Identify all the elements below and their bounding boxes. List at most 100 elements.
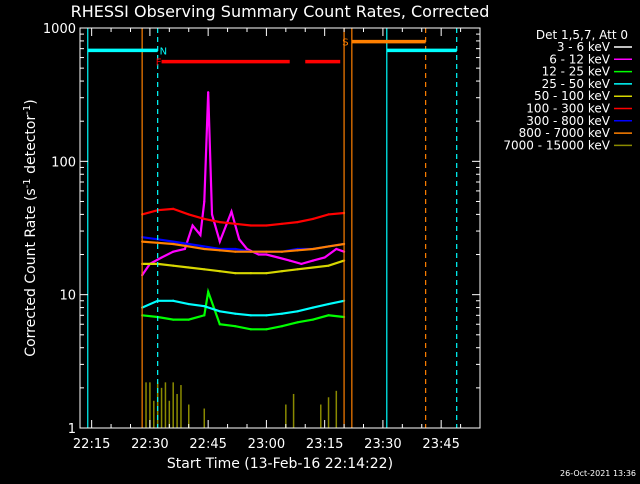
data-point-3-6-kev (304, 170, 307, 173)
data-point-25-50-kev (296, 310, 299, 313)
data-point-3-6-kev (269, 171, 272, 174)
data-point-25-50-kev (203, 305, 206, 308)
data-point-12-25-kev (187, 318, 190, 321)
chart-title: RHESSI Observing Summary Count Rates, Co… (71, 2, 490, 21)
data-point-3-6-kev (199, 154, 202, 157)
legend-label: 3 - 6 keV (557, 40, 611, 54)
orbit-bar-label: S (342, 38, 348, 49)
data-point-6-12-kev (323, 256, 326, 259)
legend-label: 100 - 300 keV (526, 102, 610, 116)
x-axis-label: Start Time (13-Feb-16 22:14:22) (167, 456, 393, 472)
data-point-800-7000-kev (187, 245, 190, 248)
data-point-3-6-kev (214, 166, 218, 169)
data-point-50-100-kev (187, 266, 190, 269)
data-point-25-50-kev (327, 302, 330, 306)
y-axis-label: Corrected Count Rate (s-1 detector-1) (22, 99, 39, 356)
data-point-25-50-kev (187, 302, 190, 306)
orbit-bar-label: N (160, 46, 167, 57)
data-point-6-12-kev (203, 200, 206, 203)
timestamp: 26-Oct-2021 13:36 (560, 469, 636, 478)
data-point-50-100-kev (280, 270, 284, 273)
data-point-12-25-kev (327, 314, 330, 317)
data-point-12-25-kev (311, 318, 315, 321)
data-point-100-300-kev (187, 213, 190, 216)
series-line-100-300-kev (141, 207, 345, 227)
x-tick-label: 23:15 (306, 437, 343, 452)
data-point-3-6-kev (335, 169, 338, 172)
data-point-100-300-kev (327, 213, 330, 216)
data-point-6-12-kev (191, 224, 194, 227)
data-point-800-7000-kev (311, 247, 315, 251)
y-tick-label: 100 (51, 155, 76, 170)
y-tick-label: 10 (59, 289, 76, 304)
data-point-100-300-kev (234, 222, 237, 225)
data-point-50-100-kev (172, 264, 175, 267)
legend-label: 50 - 100 keV (534, 89, 611, 103)
data-point-6-12-kev (276, 256, 280, 259)
y-axis-label-main: Corrected Count Rate (s (23, 188, 39, 356)
x-tick-label: 22:45 (189, 437, 226, 452)
y-tick-label: 1000 (43, 22, 76, 37)
data-point-6-12-kev (160, 256, 163, 259)
data-point-6-12-kev (230, 210, 233, 213)
data-point-12-25-kev (249, 328, 252, 331)
data-point-100-300-kev (203, 217, 206, 221)
y-axis-label-mid: detector (23, 115, 39, 179)
data-point-12-25-kev (296, 321, 299, 324)
data-point-100-300-kev (265, 224, 268, 227)
data-point-6-12-kev (245, 247, 249, 251)
data-point-800-7000-kev (280, 250, 284, 253)
data-point-25-50-kev (234, 312, 237, 315)
y-axis-label-sup1: -1 (22, 178, 33, 188)
data-point-800-7000-kev (265, 250, 268, 253)
data-point-6-12-kev (335, 247, 338, 251)
data-point-25-50-kev (265, 314, 268, 317)
legend-label: 7000 - 15000 keV (503, 138, 610, 152)
data-point-300-800-kev (203, 245, 206, 248)
data-point-12-25-kev (234, 325, 237, 328)
data-point-100-300-kev (249, 224, 252, 227)
data-point-12-25-kev (218, 323, 221, 326)
data-point-300-800-kev (234, 247, 237, 251)
data-point-50-100-kev (249, 272, 252, 275)
data-point-50-100-kev (218, 270, 221, 273)
data-point-3-6-kev (168, 163, 171, 166)
data-point-300-800-kev (172, 240, 175, 243)
axis-layer: 22:15 22:30 22:45 23:00 23:15 23:30 23:45 1 10 10… (43, 22, 481, 452)
data-point-3-6-kev (179, 160, 183, 163)
legend-label: 800 - 7000 keV (519, 126, 611, 140)
data-point-6-12-kev (265, 253, 268, 256)
x-tick-label: 23:00 (248, 437, 285, 452)
data-point-3-6-kev (226, 165, 229, 168)
data-point-25-50-kev (218, 310, 221, 313)
data-point-800-7000-kev (249, 250, 252, 253)
data-point-100-300-kev (280, 222, 284, 225)
data-point-12-25-kev (265, 328, 268, 331)
data-point-6-12-kev (210, 213, 214, 216)
data-point-6-12-kev (288, 259, 291, 262)
legend-header: Det 1,5,7, Att 0 (536, 28, 628, 42)
data-point-6-12-kev (183, 247, 186, 251)
x-tick-label: 23:45 (422, 437, 459, 452)
series-layer (141, 91, 346, 428)
data-point-6-12-kev (257, 253, 260, 256)
data-point-3-6-kev (245, 163, 249, 166)
legend-label: 6 - 12 keV (549, 52, 611, 66)
data-point-800-7000-kev (218, 249, 221, 252)
data-point-3-6-kev (280, 174, 284, 177)
data-point-800-7000-kev (234, 250, 237, 253)
data-point-12-25-kev (207, 290, 210, 293)
data-point-100-300-kev (218, 221, 221, 224)
data-point-12-25-kev (172, 318, 175, 321)
y-axis-label-sup2: -1 (22, 105, 33, 115)
series-line-50-100-kev (142, 259, 345, 275)
data-point-25-50-kev (311, 306, 315, 309)
data-point-6-12-kev (218, 240, 221, 243)
data-point-3-6-kev (191, 161, 194, 165)
data-point-3-6-kev (257, 166, 260, 169)
x-tick-label: 23:30 (364, 437, 401, 452)
orbit-marker-layer: NF S (87, 28, 458, 428)
